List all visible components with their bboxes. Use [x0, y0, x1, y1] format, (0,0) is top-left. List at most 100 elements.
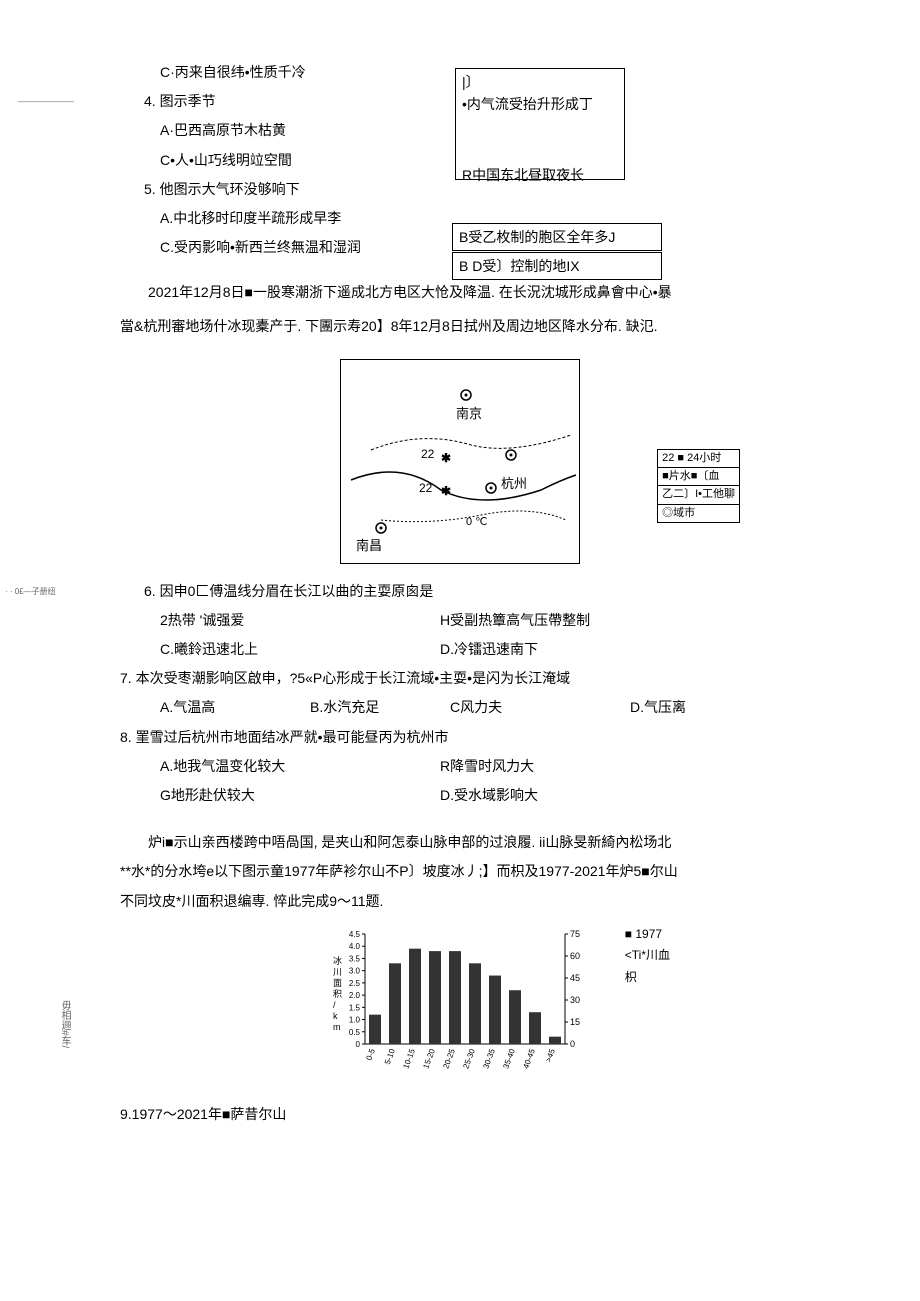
svg-text:冰: 冰 [333, 955, 342, 966]
q8-stem: 罣雪过后杭州市地面结冰严就•最可能昼丙为杭州市 [136, 729, 449, 745]
svg-text:南京: 南京 [456, 406, 482, 421]
q7-row: A.气温高 B.水汽充足 C风力夫 D.气压离 [120, 695, 800, 720]
svg-text:南昌: 南昌 [356, 538, 382, 553]
map-legend: 22 ■ 24小时 ■片水■〔血 乙二〕I•工他聊 ◎域市 [657, 449, 740, 524]
q8-num: 8. [120, 729, 132, 745]
q7-option-c: C风力夫 [450, 695, 630, 720]
q8-option-c: G地形赴伏较大 [160, 783, 440, 808]
boxed-text-2: B受乙枚制的胞区全年多J [452, 223, 662, 251]
svg-text:3.5: 3.5 [349, 954, 361, 963]
svg-text:0: 0 [356, 1040, 361, 1049]
chart-legend-l1: ■ 1977 [625, 924, 670, 946]
q6-stem: 因申0匚傅温线分眉在长江以曲的主耍原囪是 [160, 583, 434, 599]
svg-text:22: 22 [421, 447, 435, 461]
q4-stem: 图示季节 [160, 93, 216, 109]
svg-text:/: / [333, 1000, 336, 1010]
svg-text:25-30: 25-30 [461, 1047, 477, 1070]
q9: 9.1977〜2021年■萨昔尔山 [120, 1102, 800, 1127]
passage2-line2: **水*的分水垮e以下图示童1977年萨袗尔山不P〕坡度冰丿;】而枳及1977-… [120, 859, 800, 884]
passage1-line2: 當&杭刑審地场什冰现橐产于. 下團示寿20】8年12月8日拭州及周边地区降水分布… [120, 314, 800, 339]
chart-figure: 4.5 4.0 3.5 3.0 2.5 2.0 1.5 1.0 0.5 0 75 60 45 30 15 0 冰… [120, 924, 800, 1084]
q6-option-b: H受副热簟高气压帶整制 [440, 608, 800, 633]
svg-text:35-40: 35-40 [501, 1047, 517, 1070]
passage2-line3: 不同坟皮*川面积退编専. 悴此完成9〜11题. [120, 889, 800, 914]
svg-text:>45: >45 [544, 1047, 557, 1063]
svg-text:✱: ✱ [441, 451, 451, 465]
svg-text:1.5: 1.5 [349, 1003, 361, 1012]
boxed-text-3: B D受〕控制的地IX [452, 252, 662, 280]
legend-l1: 22 ■ 24小时 [658, 450, 739, 468]
svg-text:杭州: 杭州 [501, 476, 527, 491]
map-svg: 南京 ✱ 22 ✱ 22 杭州 南昌 0 ℃ [340, 359, 580, 564]
svg-text:面: 面 [333, 978, 342, 988]
chart-legend-l3: 枳 [625, 967, 670, 989]
q5-stem: 他图示大气环没够响下 [160, 181, 300, 197]
q8-row1: A.地我气温变化较大 R降雪时风力大 [120, 754, 800, 779]
svg-text:0-5: 0-5 [364, 1047, 377, 1061]
box1-line2: •内气流受抬升形成丁 [462, 93, 618, 115]
page-content: C·丙来自很纬•性质千冷 |〕 •内气流受抬升形成丁 R中国东北昼取夜长 4. … [120, 60, 800, 1127]
boxed-text-1: |〕 •内气流受抬升形成丁 R中国东北昼取夜长 [455, 68, 625, 180]
legend-l3: 乙二〕I•工他聊 [658, 486, 739, 504]
svg-text:4.5: 4.5 [349, 930, 361, 939]
svg-text:10-15: 10-15 [401, 1047, 417, 1070]
legend-l4: ◎域市 [658, 505, 739, 522]
q4-num: 4. [120, 93, 156, 109]
svg-text:20-25: 20-25 [441, 1047, 457, 1070]
q5-num: 5. [120, 181, 156, 197]
svg-text:m: m [333, 1022, 341, 1032]
svg-text:22: 22 [419, 481, 433, 495]
q7-num: 7. [120, 670, 132, 686]
q7-option-b: B.水汽充足 [310, 695, 450, 720]
svg-text:75: 75 [570, 929, 580, 939]
chart-svg: 4.5 4.0 3.5 3.0 2.5 2.0 1.5 1.0 0.5 0 75 60 45 30 15 0 冰… [325, 924, 595, 1084]
q8-option-a: A.地我气温变化较大 [160, 754, 440, 779]
q7-stem: 本次受枣潮影响区啟申，?5«P心形成于长江流域•主耍•是闪为长江淹域 [136, 670, 571, 686]
margin-note-mid: · · 0£—子册纽 [5, 585, 56, 599]
passage1-line1: 2021年12月8日■一股寒潮浙下遥成北方电区大怆及降温. 在长況沈城形成鼻會中… [120, 280, 800, 305]
svg-text:3.0: 3.0 [349, 966, 361, 975]
svg-text:4.0: 4.0 [349, 942, 361, 951]
q6-row2: C.曦鈴迅速北上 D.冷镭迅速南下 [120, 637, 800, 662]
q7-option-d: D.气压离 [630, 695, 800, 720]
q7: 7. 本次受枣潮影响区啟申，?5«P心形成于长江流域•主耍•是闪为长江淹域 [120, 666, 800, 691]
svg-text:40-45: 40-45 [521, 1047, 537, 1070]
chart-legend: ■ 1977 <Ti*川血 枳 [625, 924, 670, 989]
svg-text:2.5: 2.5 [349, 979, 361, 988]
q6-row1: 2热带 '诚强爱 H受副热簟高气压帶整制 [120, 608, 800, 633]
svg-text:0.5: 0.5 [349, 1028, 361, 1037]
svg-text:5-10: 5-10 [383, 1047, 397, 1066]
svg-text:30: 30 [570, 995, 580, 1005]
svg-text:川: 川 [333, 967, 342, 977]
q6-option-c: C.曦鈴迅速北上 [160, 637, 440, 662]
q6-num: 6. [120, 583, 156, 599]
q8-option-b: R降雪时风力大 [440, 754, 800, 779]
svg-text:0: 0 [570, 1039, 575, 1049]
svg-text:2.0: 2.0 [349, 991, 361, 1000]
legend-l2: ■片水■〔血 [658, 468, 739, 486]
q6: 6. 因申0匚傅温线分眉在长江以曲的主耍原囪是 [120, 579, 800, 604]
q8: 8. 罣雪过后杭州市地面结冰严就•最可能昼丙为杭州市 [120, 725, 800, 750]
margin-note-top: ——————— [18, 95, 74, 109]
margin-note-side: 毋相逦#车/ [55, 1000, 73, 1048]
q6-option-d: D.冷镭迅速南下 [440, 637, 800, 662]
svg-text:0 ℃: 0 ℃ [466, 516, 488, 528]
box1-line3: R中国东北昼取夜长 [462, 164, 618, 186]
svg-text:60: 60 [570, 951, 580, 961]
svg-text:积: 积 [333, 988, 342, 999]
svg-text:15-20: 15-20 [421, 1047, 437, 1070]
svg-text:15: 15 [570, 1017, 580, 1027]
svg-text:1.0: 1.0 [349, 1015, 361, 1024]
svg-text:✱: ✱ [441, 484, 451, 498]
svg-text:k: k [333, 1011, 338, 1021]
svg-text:30-35: 30-35 [481, 1047, 497, 1070]
q7-option-a: A.气温高 [160, 695, 310, 720]
q8-option-d: D.受水域影响大 [440, 783, 800, 808]
q6-option-a: 2热带 '诚强爱 [160, 608, 440, 633]
passage2-line1: 炉i■示山亲西楼跨中唔咼国, 是夹山和阿怎泰山脉申部的过浪履. ii山脉旻新綺內… [120, 830, 800, 855]
box1-line1: |〕 [462, 71, 618, 93]
q8-row2: G地形赴伏较大 D.受水域影响大 [120, 783, 800, 808]
svg-text:45: 45 [570, 973, 580, 983]
q5: 5. 他图示大气环没够响下 [120, 177, 800, 202]
chart-legend-l2: <Ti*川血 [625, 945, 670, 967]
